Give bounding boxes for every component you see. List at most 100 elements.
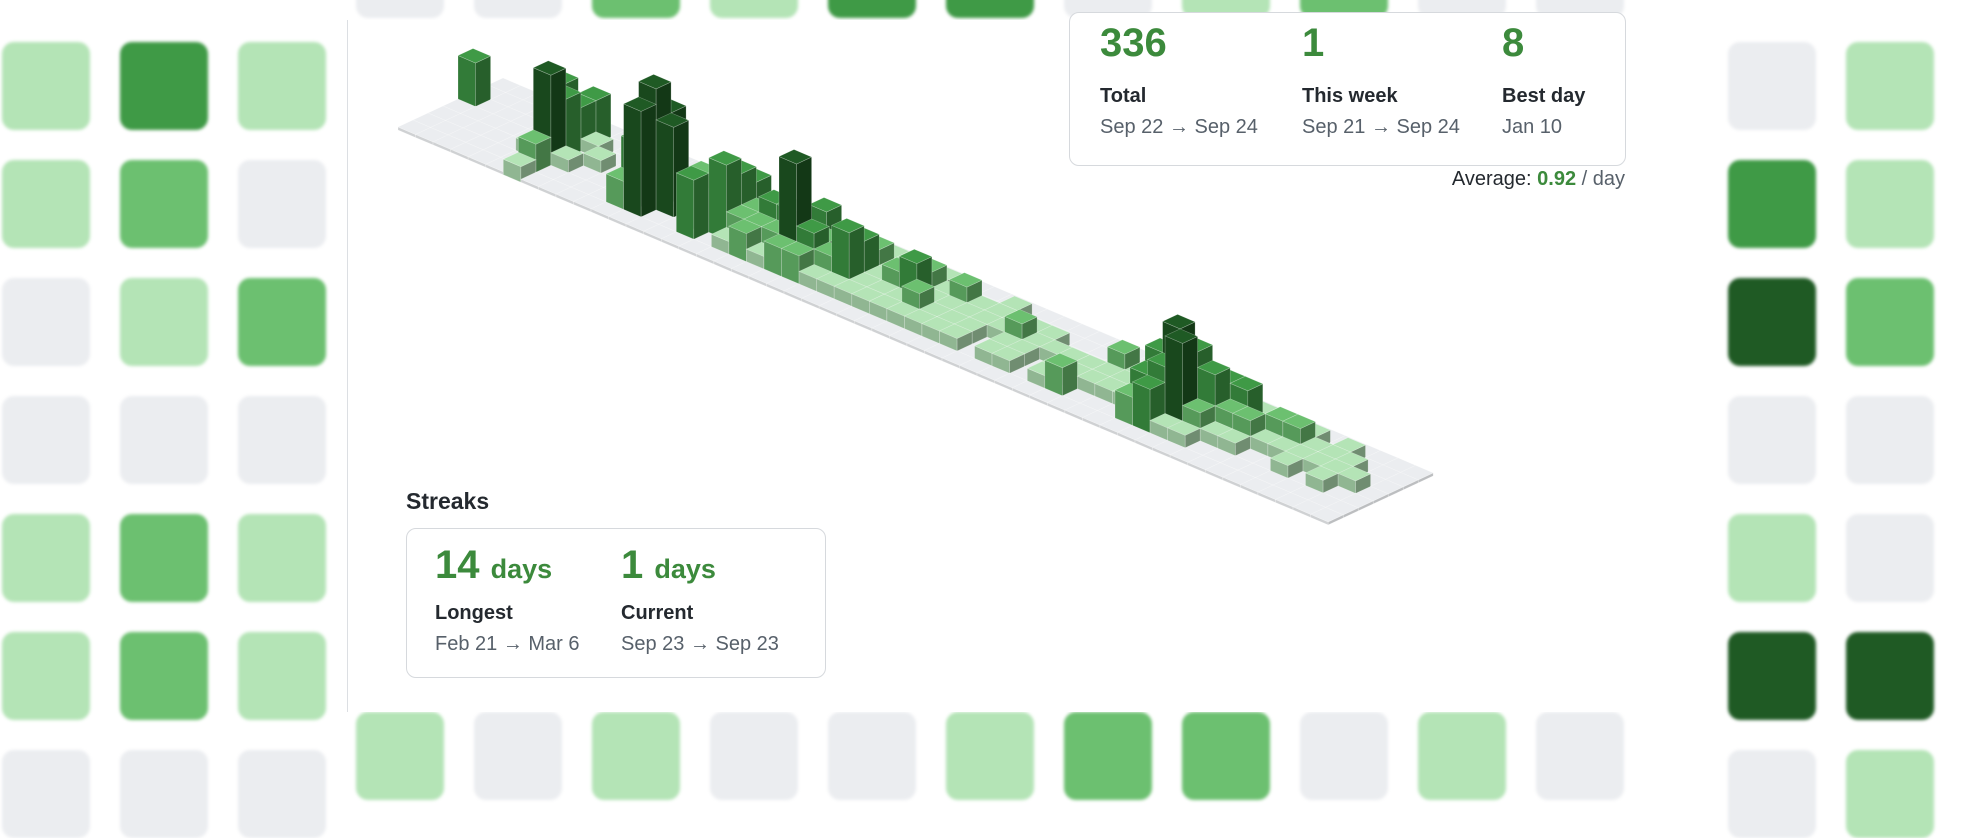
background-tile	[238, 160, 326, 248]
cell-top-face	[830, 218, 865, 234]
background-tile	[946, 712, 1034, 800]
background-tile	[120, 278, 208, 366]
cell-top-face	[1106, 339, 1141, 355]
background-tile	[120, 632, 208, 720]
background-tile	[1300, 712, 1388, 800]
background-tile	[710, 0, 798, 18]
background-tile	[1728, 396, 1816, 484]
average-suffix: / day	[1576, 168, 1625, 190]
stats-card: 336 Total Sep 22 → Sep 24 1 This week Se…	[347, 12, 1626, 712]
background-tile	[592, 712, 680, 800]
background-tile	[1846, 160, 1934, 248]
cell-top-face	[778, 149, 813, 165]
cell-top-face	[582, 145, 617, 161]
streak-longest-value: 14 days	[435, 543, 552, 588]
cell-side-face	[675, 172, 695, 243]
background-tile	[474, 712, 562, 800]
contribution-cell	[1309, 507, 1344, 526]
streak-longest-number: 14	[435, 543, 480, 587]
cell-top-face	[708, 150, 743, 166]
background-tile	[828, 0, 916, 18]
background-tile	[1536, 712, 1624, 800]
background-tile	[120, 160, 208, 248]
stat-best-day-label: Best day	[1502, 85, 1586, 107]
background-tile	[1846, 750, 1934, 838]
cell-top-face	[1332, 437, 1367, 453]
cell-top-face	[622, 96, 657, 112]
stat-best-day-value: 8	[1502, 21, 1525, 65]
background-tile	[1846, 396, 1934, 484]
cell-top-face	[637, 74, 672, 90]
contribution-cell	[502, 151, 537, 183]
cell-top-face	[1161, 314, 1196, 330]
background-tile	[1064, 712, 1152, 800]
background-tile	[1728, 160, 1816, 248]
contribution-cell	[457, 48, 492, 110]
cell-top-face	[938, 323, 973, 339]
background-tile	[120, 396, 208, 484]
cell-side-face	[623, 103, 642, 221]
background-tile	[1846, 514, 1934, 602]
background-tile	[238, 514, 326, 602]
stat-this-week-range: Sep 21 → Sep 24	[1302, 116, 1460, 138]
streak-current-value: 1 days	[621, 543, 716, 588]
cell-top-face	[901, 278, 936, 294]
average-per-day: Average: 0.92 / day	[1452, 168, 1625, 191]
cell-top-face	[1309, 507, 1344, 523]
background-tile	[828, 712, 916, 800]
streaks-heading: Streaks	[406, 488, 490, 514]
streak-current-range: Sep 23 → Sep 23	[621, 633, 779, 655]
cell-top-face	[502, 151, 537, 168]
cell-top-face	[1229, 375, 1264, 392]
background-tile	[2, 160, 90, 248]
streak-current-unit: days	[654, 554, 716, 584]
cell-top-face	[948, 272, 983, 288]
cell-side-face	[640, 103, 657, 221]
cell-top-face	[1334, 451, 1369, 467]
background-tile	[1728, 514, 1816, 602]
streak-longest-label: Longest	[435, 602, 513, 624]
background-tile	[238, 278, 326, 366]
stat-total-value: 336	[1100, 21, 1167, 65]
cell-top-face	[1164, 328, 1199, 344]
cell-top-face	[1354, 486, 1389, 502]
stat-this-week-value: 1	[1302, 21, 1325, 65]
streak-current-label: Current	[621, 602, 694, 624]
background-tile	[1728, 632, 1816, 720]
stat-best-day-range: Jan 10	[1502, 116, 1563, 138]
background-tile	[710, 712, 798, 800]
cell-top-face	[457, 48, 492, 64]
cell-top-face	[998, 295, 1033, 311]
cell-top-face	[1196, 360, 1231, 376]
background-tile	[238, 42, 326, 130]
streak-longest-range: Feb 21 → Mar 6	[435, 633, 580, 655]
background-tile	[2, 42, 90, 130]
background-tile	[238, 632, 326, 720]
background-tile	[1846, 42, 1934, 130]
background-tile	[2, 750, 90, 838]
background-tile	[1846, 632, 1934, 720]
background-tile	[1728, 278, 1816, 366]
cell-top-face	[580, 131, 615, 147]
cell-top-face	[517, 129, 552, 145]
streak-longest-unit: days	[490, 554, 553, 584]
stat-total-range: Sep 22 → Sep 24	[1100, 116, 1258, 138]
cell-top-face	[1337, 466, 1372, 482]
background-tile	[2, 278, 90, 366]
cell-top-face	[1282, 413, 1317, 429]
contribution-cell	[836, 305, 871, 325]
cell-top-face	[1003, 309, 1038, 325]
background-tile	[120, 514, 208, 602]
background-tile	[120, 750, 208, 838]
background-tile	[1182, 712, 1270, 800]
average-value: 0.92	[1537, 168, 1577, 190]
cell-top-face	[655, 112, 690, 128]
contribution-cell	[1044, 352, 1079, 400]
cell-top-face	[898, 248, 933, 264]
cell-side-face	[693, 172, 710, 243]
background-tile	[946, 0, 1034, 18]
streaks-box: 14 days Longest Feb 21 → Mar 6 1 days Cu…	[406, 528, 826, 678]
background-tile	[2, 396, 90, 484]
cell-top-face	[795, 218, 830, 234]
cell-top-face	[1044, 352, 1079, 369]
